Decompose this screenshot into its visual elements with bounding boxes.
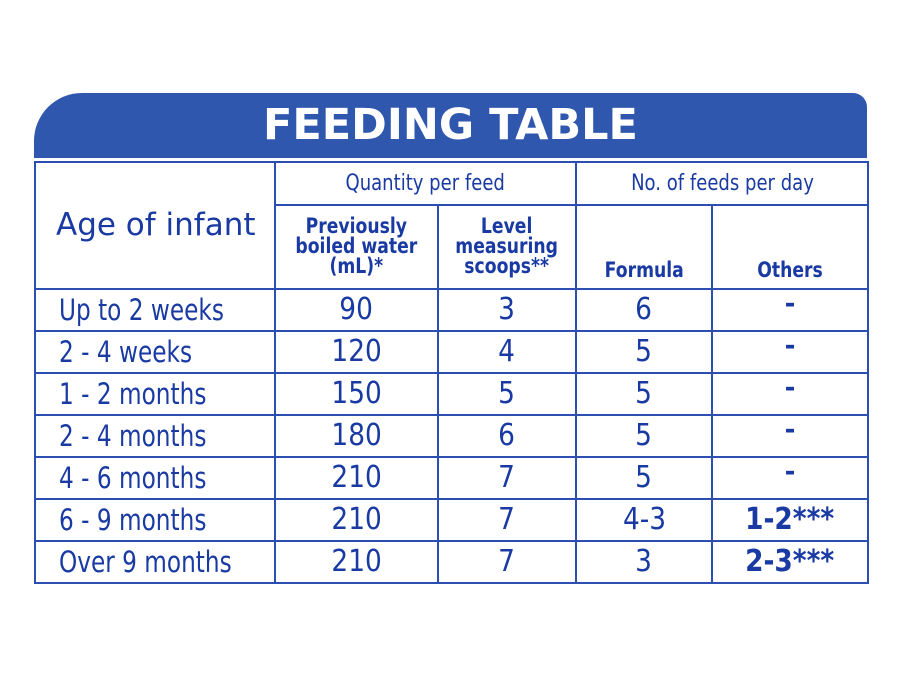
scoops-header-line: Level (481, 214, 533, 239)
water-cell: 210 (274, 498, 439, 542)
scoops-cell: 7 (436, 540, 578, 584)
formula-header-label: Formula (604, 258, 684, 282)
age-cell: 2 - 4 months (34, 414, 276, 458)
table-row: 1 - 2 months 150 5 5 - (34, 372, 870, 416)
scoops-header-line: measuring (455, 234, 559, 258)
others-cell: - (711, 456, 870, 500)
others-header-label: Others (757, 258, 823, 282)
page-title: FEEDING TABLE (263, 100, 638, 150)
scoops-cell: 6 (436, 414, 578, 458)
water-cell: 150 (274, 372, 439, 416)
table-row: 4 - 6 months 210 7 5 - (34, 456, 870, 500)
scoops-header: Level measuring scoops** (436, 204, 578, 290)
formula-cell: 4-3 (575, 498, 714, 542)
quantity-group-label: Quantity per feed (345, 170, 506, 196)
others-cell: - (711, 414, 870, 458)
feeding-table: Age of infant Quantity per feed No. of f… (34, 161, 870, 584)
age-cell: 4 - 6 months (34, 456, 276, 500)
scoops-cell: 4 (436, 330, 578, 374)
others-cell: - (711, 330, 870, 374)
table-row: 6 - 9 months 210 7 4-3 1-2*** (34, 498, 870, 542)
scoops-cell: 5 (436, 372, 578, 416)
quantity-group-header: Quantity per feed (273, 161, 578, 206)
age-cell: 1 - 2 months (34, 372, 276, 416)
scoops-header-line: scoops** (464, 253, 550, 278)
formula-header: Formula (575, 204, 714, 290)
others-cell: 2-3*** (711, 540, 870, 584)
feeds-group-header: No. of feeds per day (575, 161, 870, 206)
table-row: 2 - 4 months 180 6 5 - (34, 414, 870, 458)
others-cell: - (711, 372, 870, 416)
scoops-header-label: Level measuring scoops** (455, 214, 559, 278)
table-row: Up to 2 weeks 90 3 6 - (34, 288, 870, 332)
scoops-cell: 7 (436, 456, 578, 500)
age-header-label: Age of infant (56, 207, 256, 243)
water-cell: 90 (274, 288, 439, 332)
water-cell: 210 (274, 540, 439, 584)
water-header-line: boiled water (295, 234, 418, 258)
table-row: Over 9 months 210 7 3 2-3*** (34, 540, 870, 584)
age-cell: Up to 2 weeks (34, 288, 276, 332)
water-header-label: Previously boiled water (mL)* (295, 214, 418, 278)
age-cell: 6 - 9 months (34, 498, 276, 542)
water-header-line: Previously (305, 214, 408, 239)
formula-cell: 5 (575, 330, 714, 374)
water-cell: 180 (274, 414, 439, 458)
scoops-cell: 3 (436, 288, 578, 332)
water-header-line: (mL)* (329, 253, 384, 278)
formula-cell: 5 (575, 456, 714, 500)
scoops-cell: 7 (436, 498, 578, 542)
age-cell: Over 9 months (34, 540, 276, 584)
table-row: 2 - 4 weeks 120 4 5 - (34, 330, 870, 374)
formula-cell: 5 (575, 372, 714, 416)
water-header: Previously boiled water (mL)* (274, 204, 439, 290)
header-row-columns: Previously boiled water (mL)* Level measuri… (35, 204, 870, 290)
water-cell: 210 (274, 456, 439, 500)
title-banner: FEEDING TABLE (34, 93, 867, 158)
others-header: Others (711, 204, 870, 290)
header-row-groups: Age of infant Quantity per feed No. of f… (34, 161, 870, 290)
formula-cell: 5 (575, 414, 714, 458)
others-cell: 1-2*** (711, 498, 870, 542)
formula-cell: 3 (575, 540, 714, 584)
water-cell: 120 (274, 330, 439, 374)
formula-cell: 6 (575, 288, 714, 332)
age-header: Age of infant (34, 161, 276, 290)
age-cell: 2 - 4 weeks (34, 330, 276, 374)
others-cell: - (711, 288, 870, 332)
feeds-group-label: No. of feeds per day (630, 170, 814, 196)
